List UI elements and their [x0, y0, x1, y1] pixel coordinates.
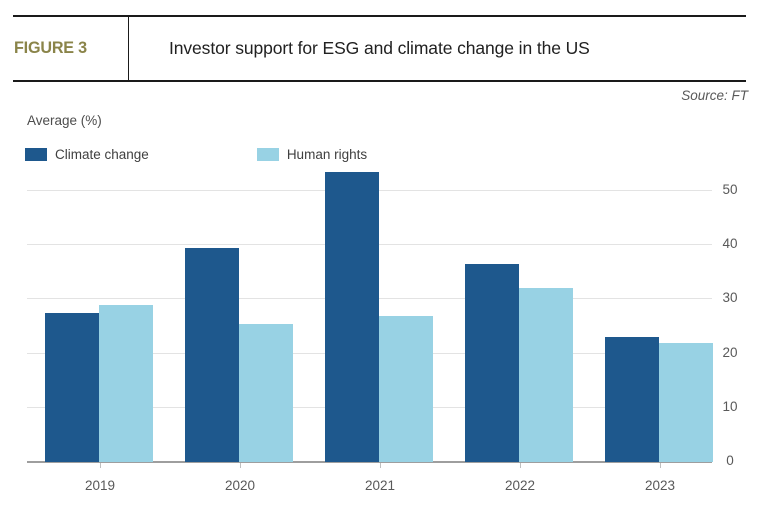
y-axis-tick-label-10: 10 [722, 398, 738, 414]
bar-climate-change-2021 [325, 172, 379, 462]
x-axis-label-2021: 2021 [364, 478, 396, 493]
x-axis-tick-2021 [380, 463, 381, 468]
bar-human-rights-2021 [379, 316, 433, 462]
header-bottom-rule [13, 80, 746, 82]
legend-label-climate-change: Climate change [55, 147, 149, 162]
y-axis-tick-label-0: 0 [726, 453, 734, 468]
header-top-rule [13, 15, 746, 17]
climate-change-swatch [25, 148, 47, 161]
legend-label-human-rights: Human rights [286, 147, 368, 162]
y-axis-tick-label-20: 20 [722, 344, 738, 360]
figure-title: Investor support for ESG and climate cha… [169, 38, 590, 58]
x-axis-tick-2020 [240, 463, 241, 468]
bar-climate-change-2019 [45, 313, 99, 462]
bar-climate-change-2023 [605, 337, 659, 462]
x-axis-tick-2023 [660, 463, 661, 468]
y-axis-tick-label-30: 30 [722, 290, 738, 306]
legend-item-human-rights: Human rights [256, 147, 368, 162]
bar-human-rights-2020 [239, 324, 293, 462]
y-axis-tick-label-50: 50 [722, 181, 738, 197]
y-axis-unit-label: Average (%) [27, 113, 102, 128]
legend-item-climate-change: Climate change [25, 147, 149, 162]
human-rights-swatch [256, 148, 279, 161]
x-axis-tick-2022 [520, 463, 521, 468]
x-axis-label-2023: 2023 [644, 478, 676, 493]
legend: Climate change Human rights [25, 147, 367, 162]
bar-climate-change-2022 [465, 264, 519, 462]
x-axis-label-2022: 2022 [504, 478, 536, 493]
x-axis-baseline [27, 461, 712, 463]
bar-human-rights-2023 [659, 343, 713, 462]
figure-label: FIGURE 3 [14, 38, 87, 57]
x-axis-tick-2019 [100, 463, 101, 468]
bar-human-rights-2019 [99, 305, 153, 462]
source-note: Source: FT [681, 88, 748, 103]
bar-chart-plot-area [27, 170, 713, 468]
x-axis-label-2020: 2020 [224, 478, 256, 493]
x-axis-label-2019: 2019 [84, 478, 116, 493]
bar-climate-change-2020 [185, 248, 239, 462]
y-axis-tick-label-40: 40 [722, 236, 738, 251]
header-divider [128, 16, 129, 80]
bar-human-rights-2022 [519, 288, 573, 462]
